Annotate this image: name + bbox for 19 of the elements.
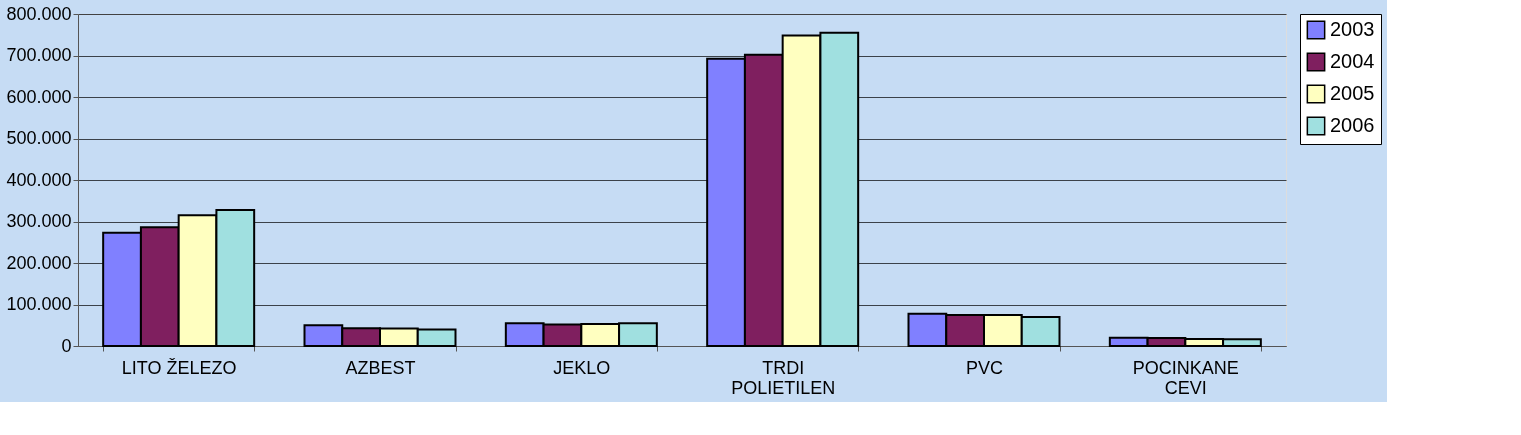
x-tick-label: POCINKANE CEVI xyxy=(1132,357,1239,398)
y-tick-label: 500.000 xyxy=(6,128,72,148)
x-tick-label: LITO ŽELEZO xyxy=(121,357,237,378)
y-tick-label: 200.000 xyxy=(6,252,72,273)
y-tick-label: 400.000 xyxy=(6,169,72,190)
x-tick-label: JEKLO xyxy=(553,357,611,378)
x-tick-label: TRDI POLIETILEN xyxy=(731,357,836,398)
y-tick-label: 700.000 xyxy=(6,45,72,65)
legend-label: 2004 xyxy=(1330,50,1375,72)
x-tick-label: AZBEST xyxy=(345,357,416,378)
y-tick-label: 0 xyxy=(61,335,72,356)
legend-label: 2003 xyxy=(1330,18,1375,40)
y-tick-label: 300.000 xyxy=(6,211,72,231)
x-tick-label: PVC xyxy=(965,357,1004,378)
y-tick-label: 100.000 xyxy=(6,294,72,314)
legend-label: 2006 xyxy=(1330,114,1375,136)
y-tick-label: 600.000 xyxy=(6,86,72,107)
y-tick-label: 800.000 xyxy=(6,3,72,24)
legend-label: 2005 xyxy=(1330,82,1375,104)
